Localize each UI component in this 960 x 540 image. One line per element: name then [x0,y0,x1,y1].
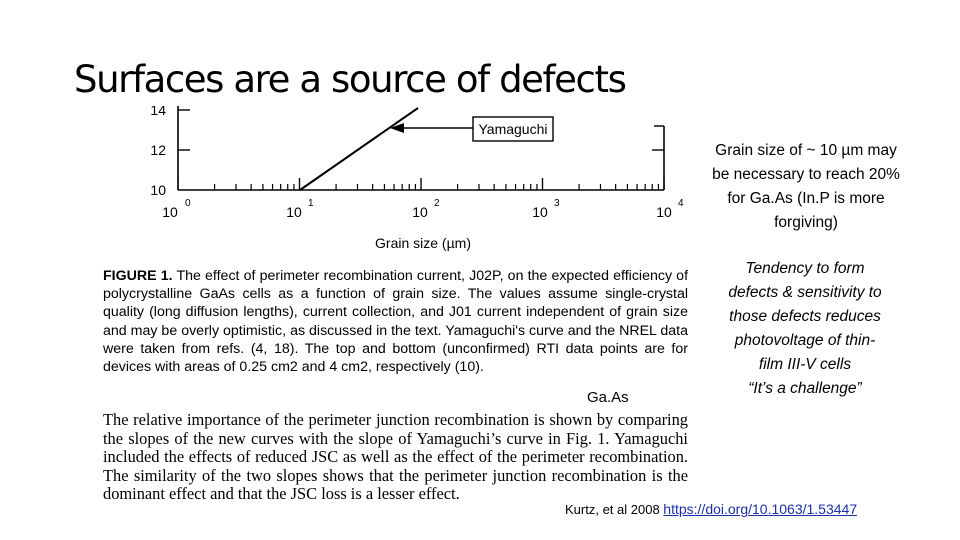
citation-text: Kurtz, et al 2008 [565,502,660,517]
slide-title: Surfaces are a source of defects [74,58,627,101]
paper-body-text: The relative importance of the perimeter… [103,410,688,504]
paper-excerpt: Yamaguchi 14 12 10 10 0 10 1 10 2 10 3 1… [98,106,688,510]
x-tick-label: 10 [286,204,302,220]
grain-size-note: Grain size of ~ 10 µm may be necessary t… [712,142,900,231]
x-tick-exponent: 1 [308,198,314,209]
tendency-note-line: defects & sensitivity to [728,284,882,301]
y-tick-label: 10 [150,182,166,198]
x-tick-exponent: 4 [678,198,684,209]
y-tick-label: 12 [150,142,166,158]
tendency-note-line: film III-V cells [758,356,852,373]
x-tick-label: 10 [162,204,178,220]
x-tick-label: 10 [656,204,672,220]
tendency-note: Tendency to form defects & sensitivity t… [702,257,908,401]
y-tick-label: 14 [150,106,166,118]
x-tick-exponent: 2 [434,198,440,209]
annotation-yamaguchi: Yamaguchi [478,121,547,137]
figure-caption: FIGURE 1. The effect of perimeter recomb… [103,267,688,376]
caption-lead: FIGURE 1. [103,268,173,284]
x-tick-label: 10 [412,204,428,220]
figure-chart: Yamaguchi 14 12 10 10 0 10 1 10 2 10 3 1… [150,106,684,251]
tendency-note-line: “It’s a challenge” [748,380,862,397]
caption-text: The effect of perimeter recombination cu… [103,268,688,376]
x-axis-label: Grain size (µm) [375,235,471,251]
doi-link[interactable]: https://doi.org/10.1063/1.53447 [663,501,858,517]
x-tick-label: 10 [532,204,548,220]
citation: Kurtz, et al 2008 https://doi.org/10.106… [565,501,857,517]
tendency-note-line: photovoltage of thin- [734,332,876,349]
x-tick-exponent: 0 [185,198,191,209]
x-tick-exponent: 3 [554,198,560,209]
tendency-note-line: those defects reduces [729,308,881,325]
gaas-label: Ga.As [587,389,629,406]
yamaguchi-curve [299,107,419,191]
tendency-note-line: Tendency to form [745,260,865,277]
